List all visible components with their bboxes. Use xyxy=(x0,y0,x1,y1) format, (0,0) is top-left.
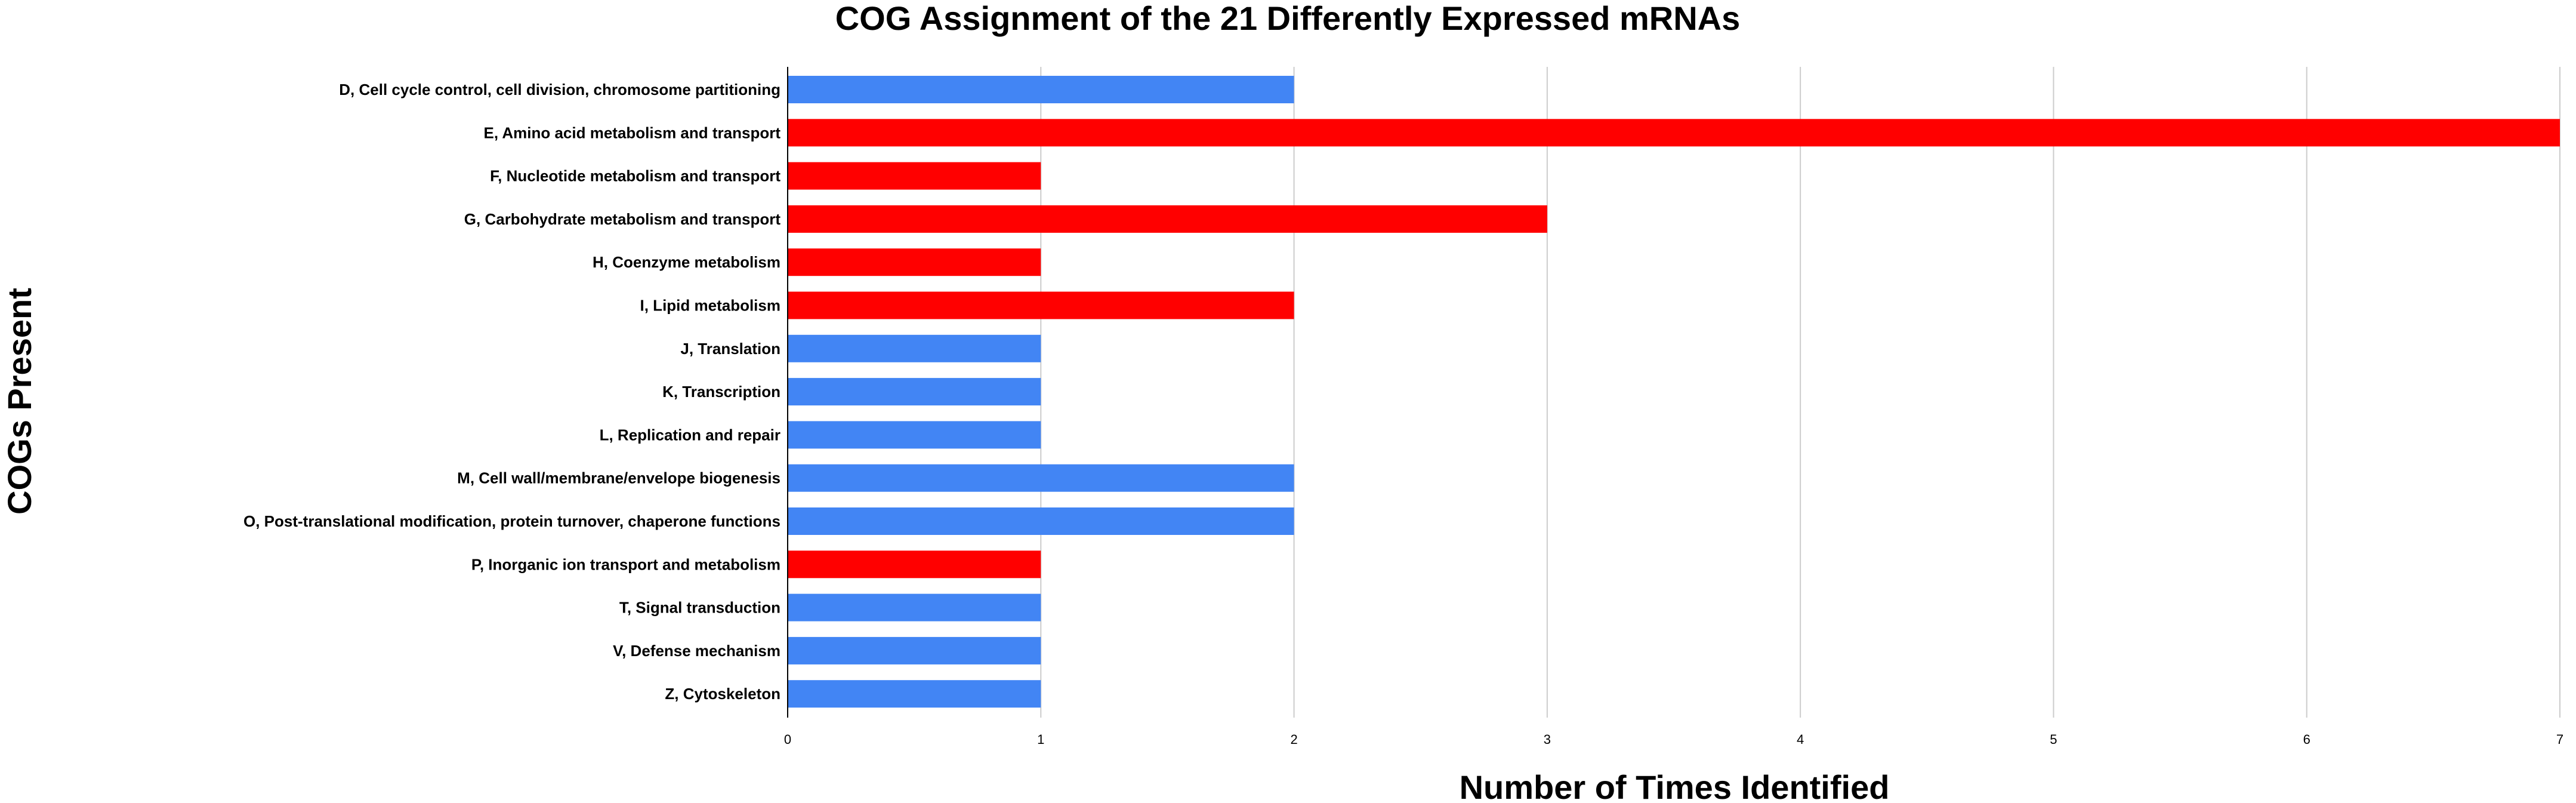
category-label: E, Amino acid metabolism and transport xyxy=(484,124,781,141)
category-label: H, Coenzyme metabolism xyxy=(593,253,780,271)
category-label: I, Lipid metabolism xyxy=(640,297,780,315)
category-label: Z, Cytoskeleton xyxy=(665,685,780,703)
x-tick-label: 4 xyxy=(1797,732,1804,747)
category-label: V, Defense mechanism xyxy=(613,642,780,660)
chart-title: COG Assignment of the 21 Differently Exp… xyxy=(835,0,1741,37)
x-axis-title: Number of Times Identified xyxy=(1460,768,1890,803)
category-label: J, Translation xyxy=(680,340,780,358)
bar xyxy=(788,636,1041,664)
x-tick-label: 2 xyxy=(1290,732,1297,747)
bars xyxy=(788,76,2560,708)
category-labels: D, Cell cycle control, cell division, ch… xyxy=(243,81,780,703)
category-label: K, Transcription xyxy=(662,383,780,401)
x-tick-label: 5 xyxy=(2050,732,2057,747)
bar xyxy=(788,464,1294,492)
bar xyxy=(788,162,1041,190)
bar xyxy=(788,291,1294,319)
bar xyxy=(788,334,1041,362)
category-label: M, Cell wall/membrane/envelope biogenesi… xyxy=(457,469,780,487)
x-tick-label: 7 xyxy=(2556,732,2563,747)
category-label: F, Nucleotide metabolism and transport xyxy=(490,167,780,185)
gridlines xyxy=(1040,67,2560,718)
bar xyxy=(788,593,1041,622)
bar xyxy=(788,205,1547,233)
x-tick-label: 3 xyxy=(1544,732,1551,747)
x-tick-label: 6 xyxy=(2303,732,2310,747)
category-label: D, Cell cycle control, cell division, ch… xyxy=(339,81,780,99)
x-tick-label: 0 xyxy=(784,732,791,747)
category-label: O, Post-translational modification, prot… xyxy=(243,512,780,530)
category-label: P, Inorganic ion transport and metabolis… xyxy=(471,555,780,573)
bar xyxy=(788,507,1294,535)
category-label: L, Replication and repair xyxy=(600,426,780,444)
category-label: T, Signal transduction xyxy=(619,599,780,617)
bar xyxy=(788,248,1041,276)
y-axis-title: COGs Present xyxy=(1,288,38,515)
bar xyxy=(788,421,1041,449)
category-label: G, Carbohydrate metabolism and transport xyxy=(464,210,781,228)
bar xyxy=(788,680,1041,708)
x-tick-labels: 0 1 2 3 4 5 6 7 xyxy=(784,732,2563,747)
bar xyxy=(788,550,1041,579)
bar xyxy=(788,76,1294,103)
bar xyxy=(788,378,1041,406)
x-tick-label: 1 xyxy=(1037,732,1044,747)
bar xyxy=(788,119,2560,147)
